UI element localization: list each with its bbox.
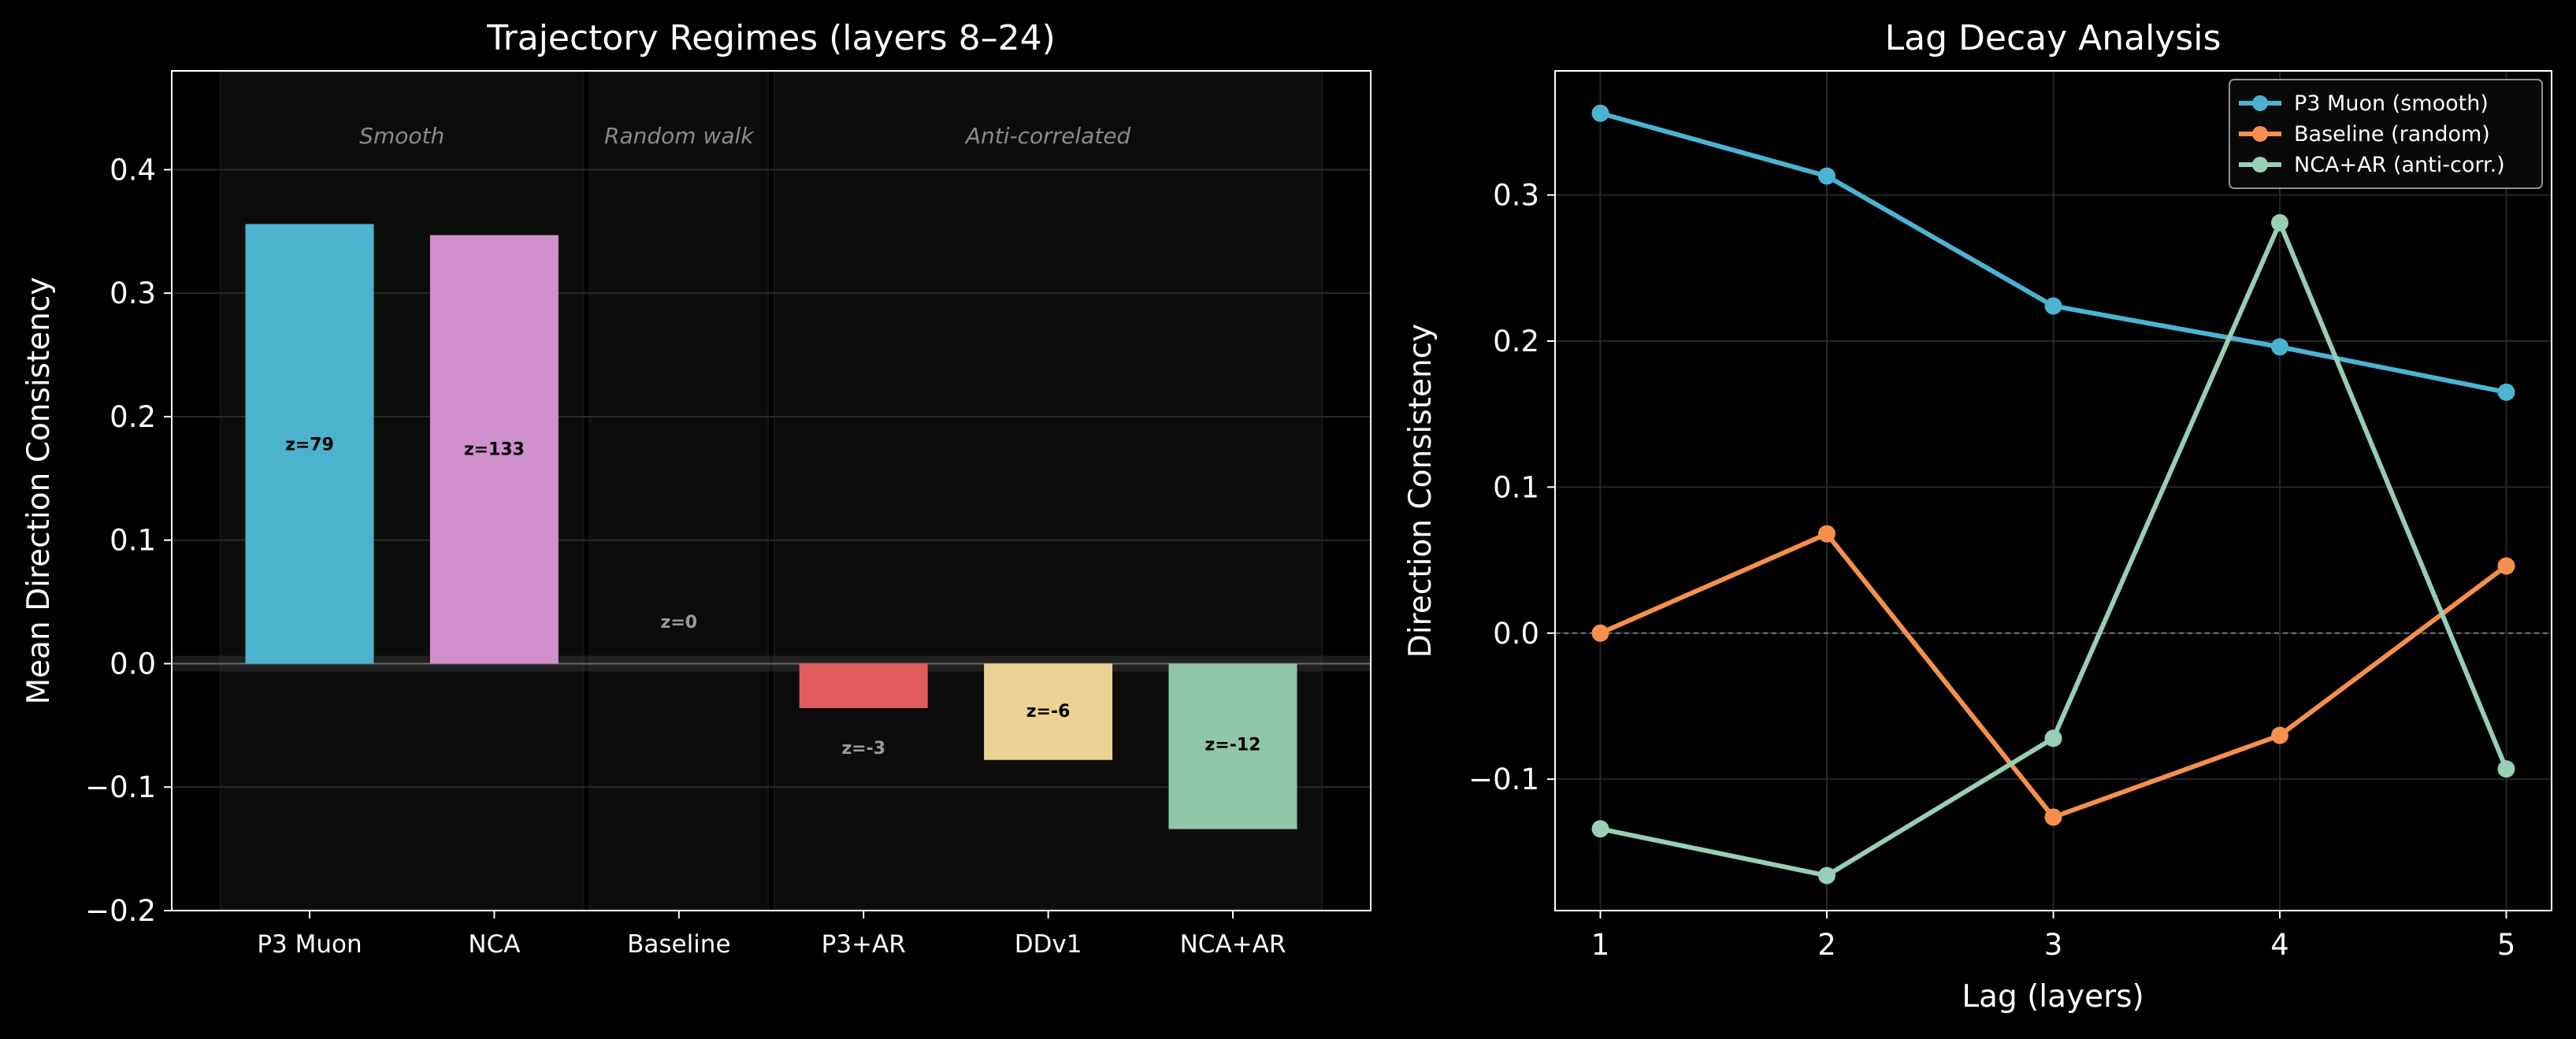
data-point: [2271, 338, 2288, 356]
line-y-tick-label: 0.2: [1493, 325, 1539, 358]
bar-p3-ar: [799, 663, 928, 708]
line-chart-title: Lag Decay Analysis: [1885, 18, 2222, 58]
line-x-tick-label: 5: [2497, 928, 2516, 962]
line-x-tick-label: 3: [2044, 928, 2063, 962]
data-point: [2044, 297, 2062, 315]
data-point: [1591, 820, 1609, 838]
bar-y-tick-label: 0.2: [109, 400, 156, 434]
bar-nca: [429, 235, 559, 664]
bar-chart-panel: z=79 z=133 z=0 z=-3 z=-6 z=-12 Smooth Random w…: [21, 18, 1372, 959]
z-label: z=-3: [841, 739, 885, 759]
data-point: [2044, 808, 2062, 826]
bar-y-tick-label: −0.1: [85, 770, 156, 804]
region-label-0: Smooth: [359, 123, 444, 149]
bar-nca-ar: [1168, 663, 1297, 829]
data-point: [1818, 167, 1835, 185]
line-x-tick-label: 4: [2270, 928, 2289, 962]
bar-x-tick-label: NCA+AR: [1180, 930, 1286, 959]
bar-y-tick-label: 0.4: [109, 153, 156, 187]
bar-p3-muon: [245, 224, 374, 664]
bar-x-ticks: P3 Muon NCA Baseline P3+AR DDv1 NCA+AR: [257, 911, 1286, 959]
data-point: [2271, 213, 2288, 232]
line-series: [1591, 104, 2515, 885]
legend: P3 Muon (smooth) Baseline (random) NCA+AR …: [2229, 79, 2543, 189]
data-point: [2497, 557, 2515, 575]
legend-swatch-marker: [2252, 157, 2268, 173]
line-x-axis-label: Lag (layers): [1962, 979, 2144, 1015]
data-point: [2271, 726, 2288, 744]
region-labels: Smooth Random walk Anti-correlated: [359, 123, 1130, 149]
bar-y-tick-label: 0.0: [109, 647, 156, 681]
line-y-ticks: −0.1 0.0 0.1 0.2 0.3: [1468, 179, 1555, 796]
bars: [245, 224, 1297, 829]
bar-x-tick-label: P3 Muon: [257, 930, 362, 959]
z-label: z=133: [464, 440, 525, 460]
line-y-tick-label: 0.0: [1493, 617, 1539, 651]
data-point: [1591, 624, 1609, 642]
region-label-2: Anti-correlated: [964, 123, 1131, 149]
bar-y-tick-label: 0.1: [109, 524, 156, 558]
bar-y-tick-label: −0.2: [85, 894, 156, 928]
z-label: z=-12: [1205, 735, 1261, 755]
bar-y-tick-label: 0.3: [109, 276, 156, 310]
data-point: [2497, 760, 2515, 778]
bar-plot-frame: [171, 70, 1372, 911]
bar-ddv1: [984, 663, 1113, 760]
data-point: [2497, 383, 2515, 401]
line-chart-panel: −0.1 0.0 0.1 0.2 0.3 1 2 3 4 5 P3 Muon (smooth) B…: [1403, 18, 2552, 1015]
legend-swatch-marker: [2252, 95, 2268, 111]
z-label: z=-6: [1026, 702, 1071, 722]
region-label-1: Random walk: [604, 123, 755, 149]
line-x-ticks: 1 2 3 4 5: [1591, 911, 2516, 962]
z-label: z=79: [285, 435, 334, 455]
bar-x-tick-label: P3+AR: [822, 930, 906, 959]
line-grid: [1555, 71, 2552, 911]
bar-chart-title: Trajectory Regimes (layers 8–24): [486, 18, 1056, 58]
data-point: [1591, 104, 1609, 122]
line-y-tick-label: −0.1: [1468, 763, 1539, 796]
z-score-labels: z=79 z=133 z=0 z=-3 z=-6 z=-12: [285, 435, 1260, 759]
line-y-tick-label: 0.1: [1493, 470, 1539, 504]
series-1: [1591, 525, 2515, 826]
line-y-tick-label: 0.3: [1493, 179, 1539, 213]
data-point: [1818, 866, 1835, 885]
data-point: [1818, 525, 1835, 543]
bar-x-tick-label: Baseline: [627, 930, 730, 959]
legend-label: Baseline (random): [2294, 122, 2490, 147]
series-2: [1591, 213, 2515, 885]
legend-box: [2229, 79, 2543, 189]
legend-label: P3 Muon (smooth): [2294, 91, 2489, 116]
data-point: [2044, 729, 2062, 748]
z-label: z=0: [661, 613, 698, 633]
line-x-tick-label: 1: [1591, 928, 1610, 962]
legend-swatch-marker: [2252, 126, 2268, 142]
bar-y-ticks: −0.2 −0.1 0.0 0.1 0.2 0.3 0.4: [85, 153, 172, 928]
legend-label: NCA+AR (anti-corr.): [2294, 153, 2505, 177]
line-y-axis-label: Direction Consistency: [1403, 324, 1438, 658]
line-x-tick-label: 2: [1817, 928, 1836, 962]
bar-x-tick-label: NCA: [468, 930, 520, 959]
series-0: [1591, 104, 2515, 401]
bar-x-tick-label: DDv1: [1015, 930, 1082, 959]
region-band-1: [588, 72, 769, 910]
bar-y-axis-label: Mean Direction Consistency: [21, 276, 57, 704]
